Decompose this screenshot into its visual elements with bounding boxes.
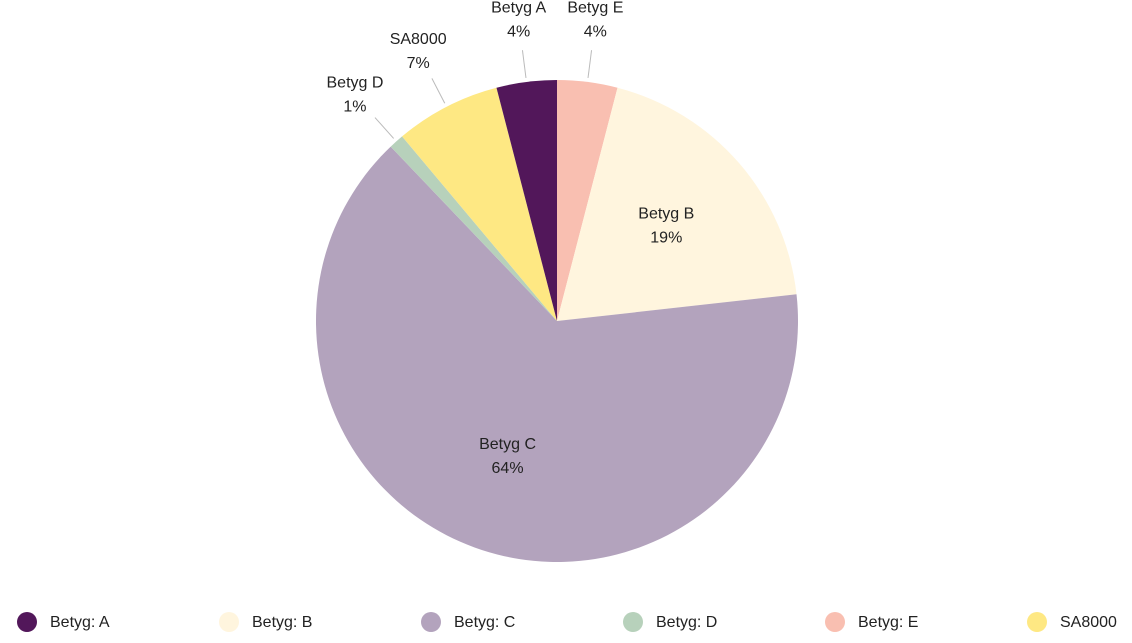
slice-value-label: 4%: [507, 24, 530, 41]
slice-label: SA8000: [390, 31, 447, 48]
legend-label: Betyg: A: [50, 614, 110, 631]
pie-slice: [557, 80, 618, 321]
leader-line: [521, 50, 527, 79]
legend-label: SA8000: [1060, 614, 1117, 631]
pie-slice: [402, 87, 557, 321]
legend-label: Betyg: C: [454, 614, 515, 631]
slice-label: Betyg B: [638, 206, 694, 223]
slice-value-label: 64%: [492, 460, 524, 477]
leader-line: [374, 117, 395, 139]
legend-label: Betyg: E: [858, 614, 918, 631]
legend-marker: [219, 612, 239, 632]
slice-value-label: 7%: [407, 55, 430, 72]
pie-slice: [390, 136, 557, 321]
pie-slice: [316, 146, 798, 563]
slice-label: Betyg C: [479, 436, 536, 453]
slice-value-label: 19%: [650, 230, 682, 247]
legend-marker: [623, 612, 643, 632]
slice-value-label: 4%: [584, 24, 607, 41]
leader-line: [431, 78, 446, 104]
legend-marker: [1027, 612, 1047, 632]
pie-slice: [496, 80, 557, 321]
slice-label: Betyg A: [491, 0, 546, 17]
legend-label: Betyg: B: [252, 614, 312, 631]
pie-slice: [557, 87, 797, 321]
legend-marker: [825, 612, 845, 632]
legend-marker: [17, 612, 37, 632]
slice-value-label: 1%: [343, 98, 366, 115]
legend-label: Betyg: D: [656, 614, 717, 631]
leader-line: [587, 50, 593, 79]
slice-label: Betyg E: [567, 0, 623, 17]
slice-label: Betyg D: [327, 74, 384, 91]
legend-marker: [421, 612, 441, 632]
